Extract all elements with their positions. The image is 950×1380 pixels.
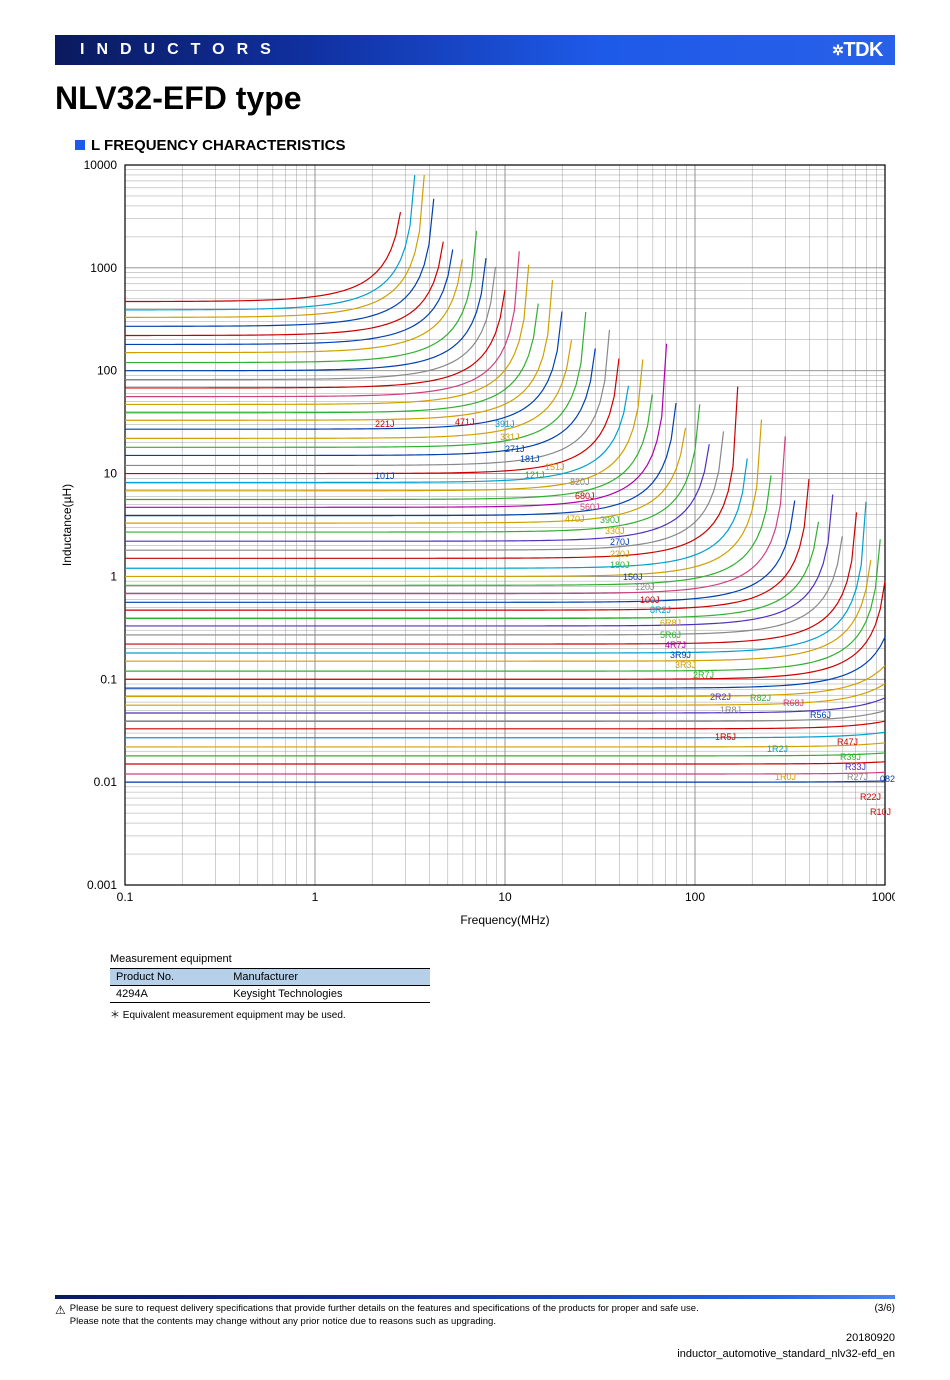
svg-text:R56J: R56J [810, 710, 831, 720]
svg-text:10: 10 [104, 467, 118, 481]
svg-text:1R8J: 1R8J [720, 705, 741, 715]
svg-text:270J: 270J [610, 537, 630, 547]
svg-text:100J: 100J [640, 595, 660, 605]
category-title: INDUCTORS [55, 41, 283, 59]
svg-text:5R6J: 5R6J [660, 630, 681, 640]
svg-text:1: 1 [312, 890, 319, 904]
svg-text:680J: 680J [575, 491, 595, 501]
svg-text:1000: 1000 [872, 890, 895, 904]
measurement-table-section: Measurement equipment Product No. Manufa… [110, 950, 430, 1021]
table-row: 4294A Keysight Technologies [110, 986, 430, 1003]
section-heading: L FREQUENCY CHARACTERISTICS [75, 137, 895, 154]
section-marker-icon [75, 140, 85, 150]
svg-text:6R8J: 6R8J [660, 618, 681, 628]
svg-text:10000: 10000 [84, 160, 118, 172]
svg-text:120J: 120J [635, 582, 655, 592]
table-caption: Measurement equipment [110, 950, 430, 968]
svg-text:820J: 820J [570, 477, 590, 487]
svg-text:3R3J: 3R3J [675, 660, 696, 670]
svg-text:8R2J: 8R2J [650, 605, 671, 615]
footer-divider [55, 1295, 895, 1299]
svg-text:180J: 180J [610, 560, 630, 570]
svg-text:R47J: R47J [837, 737, 858, 747]
svg-text:4R7J: 4R7J [665, 640, 686, 650]
footer-warning: ⚠ Please be sure to request delivery spe… [55, 1303, 895, 1328]
svg-text:R27J: R27J [847, 772, 868, 782]
svg-text:Inductance(µH): Inductance(µH) [60, 484, 74, 566]
table-header: Product No. [110, 969, 227, 986]
svg-text:1R2J: 1R2J [767, 744, 788, 754]
svg-text:1R0J: 1R0J [775, 772, 796, 782]
footer-date: 20180920 [55, 1332, 895, 1344]
svg-text:10: 10 [498, 890, 512, 904]
measurement-table: Product No. Manufacturer 4294A Keysight … [110, 968, 430, 1003]
svg-text:0.1: 0.1 [117, 890, 134, 904]
svg-text:391J: 391J [495, 419, 515, 429]
svg-text:2R7J: 2R7J [693, 670, 714, 680]
svg-text:151J: 151J [545, 462, 565, 472]
warning-icon: ⚠ [55, 1303, 66, 1317]
svg-text:101J: 101J [375, 471, 395, 481]
footer-filename: inductor_automotive_standard_nlv32-efd_e… [55, 1348, 895, 1360]
svg-text:121J: 121J [525, 470, 545, 480]
svg-text:0.001: 0.001 [87, 878, 117, 892]
svg-text:220J: 220J [610, 549, 630, 559]
svg-text:1R5J: 1R5J [715, 732, 736, 742]
svg-text:330J: 330J [605, 526, 625, 536]
table-header: Manufacturer [227, 969, 430, 986]
page-number: (3/6) [874, 1303, 895, 1314]
svg-text:331J: 331J [500, 432, 520, 442]
svg-text:1000: 1000 [90, 261, 117, 275]
svg-text:R22J: R22J [860, 792, 881, 802]
svg-text:3R9J: 3R9J [670, 650, 691, 660]
svg-text:470J: 470J [565, 514, 585, 524]
svg-text:560J: 560J [580, 502, 600, 512]
svg-text:R33J: R33J [845, 762, 866, 772]
svg-text:R10J: R10J [870, 807, 891, 817]
svg-text:390J: 390J [600, 515, 620, 525]
svg-text:R82J: R82J [750, 693, 771, 703]
brand-logo: ✲TDK [832, 39, 895, 62]
svg-text:0.01: 0.01 [94, 775, 118, 789]
svg-text:1: 1 [110, 569, 117, 583]
svg-text:R68J: R68J [783, 698, 804, 708]
svg-text:0.1: 0.1 [100, 672, 117, 686]
page-title: NLV32-EFD type [55, 80, 895, 117]
document-page: INDUCTORS ✲TDK NLV32-EFD type L FREQUENC… [0, 35, 950, 1380]
svg-text:100: 100 [685, 890, 705, 904]
frequency-chart: 0.1 1 10 100 1000 0.001 0.01 0.1 1 10 100 1000 10000… [55, 160, 895, 930]
svg-text:Frequency(MHz): Frequency(MHz) [460, 913, 549, 927]
svg-text:2R2J: 2R2J [710, 692, 731, 702]
header-banner: INDUCTORS ✲TDK [55, 35, 895, 65]
svg-text:R39J: R39J [840, 752, 861, 762]
svg-text:471J: 471J [455, 417, 475, 427]
svg-text:150J: 150J [623, 572, 643, 582]
svg-text:082J: 082J [880, 774, 895, 784]
svg-text:100: 100 [97, 364, 117, 378]
svg-text:271J: 271J [505, 444, 525, 454]
svg-text:181J: 181J [520, 454, 540, 464]
page-footer: ⚠ Please be sure to request delivery spe… [55, 1295, 895, 1360]
table-footnote: ＊ Equivalent measurement equipment may b… [110, 1006, 430, 1021]
svg-text:221J: 221J [375, 419, 395, 429]
